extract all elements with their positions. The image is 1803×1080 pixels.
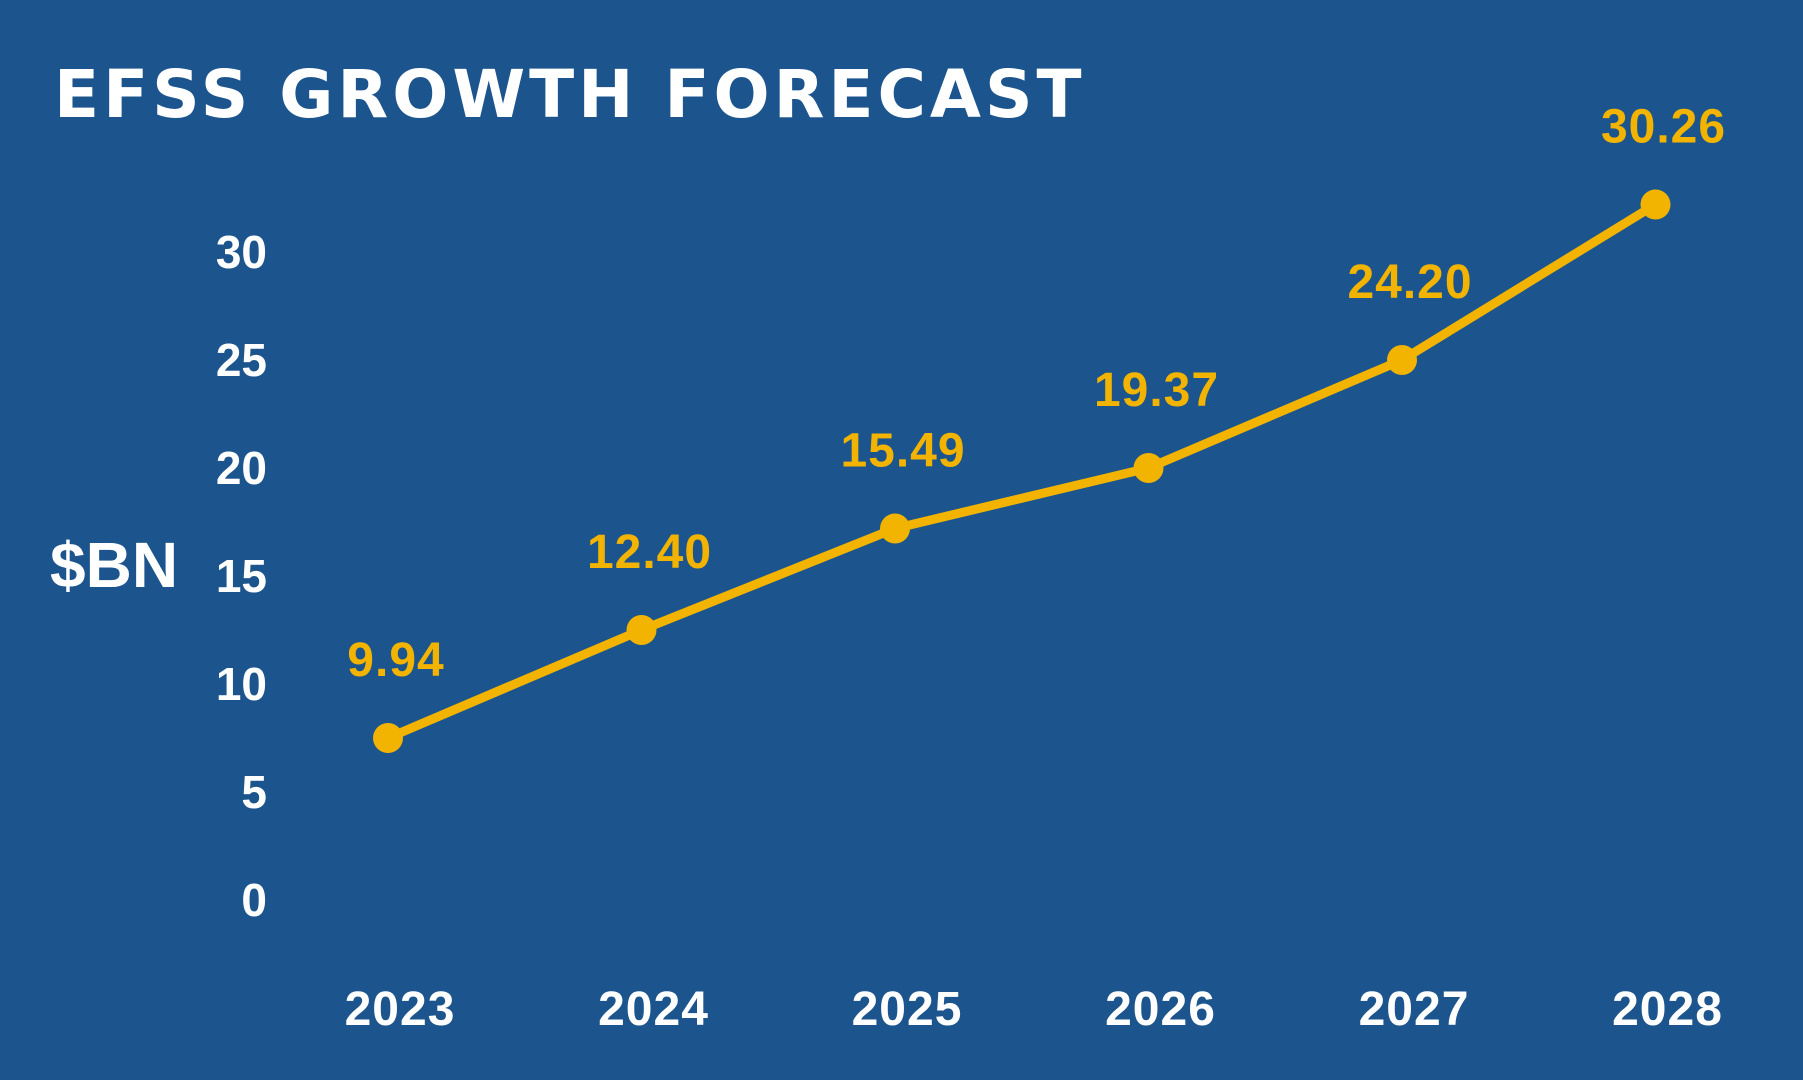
data-point	[373, 723, 403, 753]
x-tick-label: 2023	[345, 983, 456, 1036]
y-tick-label: 20	[216, 442, 267, 494]
data-label: 15.49	[840, 424, 965, 477]
data-point	[1133, 453, 1164, 483]
data-label: 30.26	[1601, 100, 1726, 153]
y-tick-label: 25	[216, 334, 267, 386]
x-tick-label: 2026	[1105, 983, 1216, 1036]
y-tick-label: 15	[216, 550, 267, 602]
data-point	[1387, 345, 1417, 375]
y-axis-ticks: 0 5 10 15 20 25 30	[216, 226, 267, 926]
series-line	[383, 199, 1660, 743]
data-label: 19.37	[1094, 364, 1219, 417]
x-tick-label: 2028	[1612, 983, 1723, 1036]
x-axis-ticks: 2023 2024 2025 2026 2027 2028	[345, 983, 1723, 1036]
data-point	[626, 615, 657, 645]
data-point	[880, 513, 910, 544]
data-point	[1640, 189, 1671, 220]
data-label: 24.20	[1347, 256, 1472, 309]
data-label: 12.40	[587, 526, 712, 579]
series-layer: 9.94 12.40 15.49 19.37 24.20 30.26	[347, 100, 1726, 753]
chart-title: EFSS GROWTH FORECAST	[54, 56, 1086, 133]
x-tick-label: 2027	[1359, 983, 1470, 1036]
y-tick-label: 30	[216, 226, 267, 278]
x-tick-label: 2024	[598, 983, 709, 1036]
x-tick-label: 2025	[852, 983, 963, 1036]
y-tick-label: 10	[216, 658, 267, 710]
data-label: 9.94	[347, 634, 444, 687]
y-tick-label: 5	[241, 766, 267, 818]
y-tick-label: 0	[241, 874, 267, 926]
y-axis-label: $BN	[50, 529, 178, 601]
